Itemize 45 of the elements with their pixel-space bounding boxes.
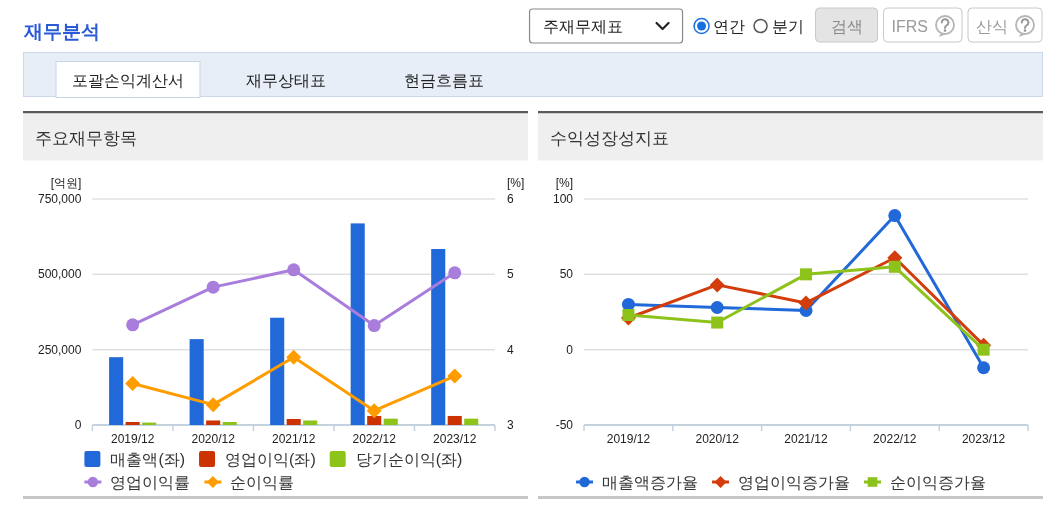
- legend-label: 영업이익률: [110, 473, 191, 491]
- control-text: 주재무제표: [542, 17, 623, 35]
- tab-text: 재무상태표: [246, 71, 326, 89]
- y2-tick-label: 6: [507, 192, 514, 206]
- y2-axis-title: [%]: [507, 176, 525, 190]
- y2-tick-label: 5: [507, 267, 514, 282]
- tab-text: 포괄손익계산서: [72, 71, 184, 89]
- y2-tick-label: 4: [507, 342, 514, 357]
- control-text: IFRS: [891, 17, 928, 35]
- x-tick-label: 2021/12: [272, 432, 316, 446]
- control-text: 연간: [712, 17, 745, 35]
- legend-label: 순이익률: [230, 473, 295, 491]
- legend-label: 매출액증가율: [602, 473, 699, 491]
- legend-label: 순이익증가율: [890, 473, 987, 491]
- y-tick-label: 500,000: [38, 267, 82, 282]
- control-text: 산식: [976, 17, 1008, 35]
- y-tick-label: 50: [559, 267, 574, 282]
- legend-label: 영업이익증가율: [738, 473, 851, 491]
- title: 재무분석: [24, 20, 100, 42]
- y2-tick-label: 3: [507, 418, 514, 432]
- title: 주요재무항목: [35, 128, 137, 148]
- x-tick-label: 2023/12: [961, 432, 1006, 446]
- x-tick-label: 2023/12: [433, 432, 477, 446]
- y-axis-title: [억원]: [50, 176, 82, 190]
- y-tick-label: 250,000: [38, 342, 82, 357]
- legend-label: 매출액(좌): [110, 450, 186, 468]
- x-tick-label: 2020/12: [695, 432, 739, 446]
- y-tick-label: 100: [553, 192, 574, 206]
- control-text: 분기: [771, 17, 804, 35]
- y-tick-label: 0: [566, 342, 574, 357]
- y-tick-label: 750,000: [38, 192, 82, 206]
- x-tick-label: 2021/12: [784, 432, 828, 446]
- x-tick-label: 2022/12: [352, 432, 396, 446]
- y-tick-label: 0: [74, 418, 82, 432]
- x-tick-label: 2019/12: [110, 432, 155, 446]
- x-tick-label: 2022/12: [873, 432, 917, 446]
- title: 수익성장성지표: [550, 128, 669, 148]
- y-tick-label: -50: [555, 418, 574, 432]
- tab-text: 현금흐름표: [404, 71, 484, 89]
- legend-label: 당기순이익(좌): [355, 450, 463, 468]
- x-tick-label: 2020/12: [191, 432, 235, 446]
- control-text: 검색: [830, 17, 863, 35]
- y-axis-title: [%]: [555, 176, 574, 190]
- x-tick-label: 2019/12: [606, 432, 651, 446]
- legend-label: 영업이익(좌): [225, 450, 316, 468]
